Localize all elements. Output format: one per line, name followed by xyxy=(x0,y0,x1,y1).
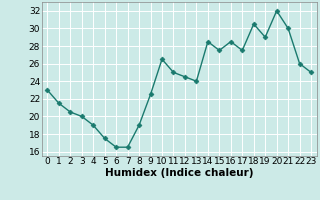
X-axis label: Humidex (Indice chaleur): Humidex (Indice chaleur) xyxy=(105,168,253,178)
